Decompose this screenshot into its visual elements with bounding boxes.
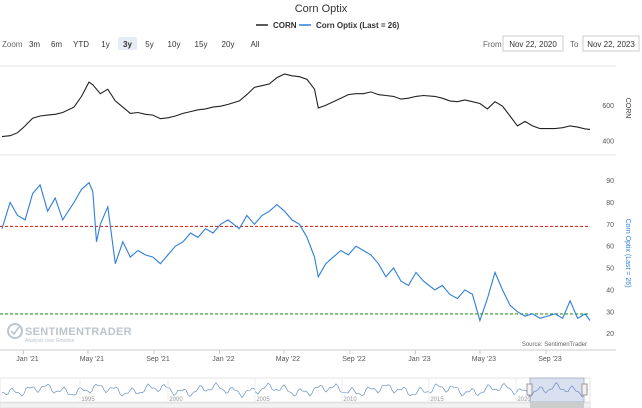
zoom-button-label: All — [251, 40, 260, 49]
legend: CORN Corn Optix (Last = 26) — [256, 21, 400, 30]
navigator-right-handle[interactable] — [581, 383, 588, 396]
zoom-button-label: 20y — [222, 40, 235, 49]
y-tick-label: 40 — [606, 287, 614, 294]
zoom-button-label: YTD — [73, 40, 89, 49]
navigator-year-label: 1995 — [81, 397, 95, 403]
navigator: 1995 2000 2005 2010 2015 2020 — [0, 377, 591, 403]
zoom-button-label: 3m — [29, 40, 40, 49]
y-tick-label: 400 — [602, 139, 614, 146]
zoom-buttons: 3m 6m YTD 1y 3y 5y 10y 15y 20y All — [25, 37, 267, 50]
y-tick-label: 20 — [606, 331, 614, 338]
y-tick-label: 600 — [602, 103, 614, 110]
zoom-button-3m[interactable]: 3m — [25, 37, 44, 50]
corn-series-line — [1, 73, 591, 138]
x-tick-label: May '23 — [472, 356, 496, 363]
zoom-button-label: 3y — [123, 40, 132, 49]
scrollbar-thumb[interactable] — [530, 403, 584, 408]
zoom-button-bg — [25, 37, 44, 50]
legend-label-optix: Corn Optix (Last = 26) — [316, 21, 400, 30]
to-date-input[interactable] — [582, 35, 640, 52]
y-tick-label: 30 — [606, 309, 614, 316]
zoom-button-bg — [47, 37, 66, 50]
scrollbar-track[interactable] — [0, 402, 591, 408]
navigator-year-label: 2010 — [343, 397, 357, 403]
source-credit: Source: SentimenTrader — [522, 342, 587, 348]
zoom-button-5y[interactable]: 5y — [140, 37, 159, 50]
chart-title: Corn Optix — [295, 3, 348, 15]
zoom-button-label: 10y — [168, 40, 181, 49]
zoom-button-bg — [162, 37, 186, 50]
zoom-button-label: 5y — [145, 40, 153, 49]
legend-item-optix[interactable]: Corn Optix (Last = 26) — [299, 21, 400, 30]
zoom-button-bg — [243, 37, 267, 50]
navigator-year-labels: 1995 2000 2005 2010 2015 2020 — [79, 378, 531, 403]
optix-y-axis: 20 30 40 50 60 70 80 90 — [606, 178, 614, 338]
navigator-year-label: 2020 — [517, 397, 531, 403]
navigator-left-handle[interactable] — [526, 383, 533, 396]
zoom-button-label: 15y — [195, 40, 208, 49]
legend-label-corn: CORN — [273, 21, 297, 30]
zoom-button-3y[interactable]: 3y — [118, 37, 137, 50]
navigator-series-line — [1, 382, 589, 398]
y-tick-label: 90 — [606, 178, 614, 185]
x-axis: Jan '21 May '21 Sep '21 Jan '22 May '22 Sep '… — [0, 349, 616, 363]
watermark-logo: SENTIMENTRADER Analysis over Emotion — [7, 323, 132, 344]
to-date-value: Nov 22, 2023 — [587, 40, 635, 49]
y-tick-label: 80 — [606, 200, 614, 207]
zoom-button-15y[interactable]: 15y — [189, 37, 213, 50]
watermark-tagline: Analysis over Emotion — [25, 338, 75, 344]
zoom-button-bg — [216, 37, 240, 50]
corn-axis-title: CORN — [624, 98, 631, 119]
x-tick-label: May '21 — [80, 356, 104, 363]
y-tick-label: 70 — [606, 222, 614, 229]
from-date-input[interactable] — [502, 35, 564, 52]
zoom-button-1y[interactable]: 1y — [96, 37, 115, 50]
zoom-button-ytd[interactable]: YTD — [69, 37, 93, 50]
zoom-button-10y[interactable]: 10y — [162, 37, 186, 50]
watermark-logo-mark — [10, 326, 20, 336]
y-tick-label: 50 — [606, 266, 614, 273]
zoom-label: Zoom — [2, 40, 23, 49]
zoom-button-bg — [118, 37, 137, 50]
zoom-button-all[interactable]: All — [243, 37, 267, 50]
zoom-button-bg — [96, 37, 115, 50]
navigator-frame — [0, 377, 591, 403]
x-axis-ticks: Jan '21 May '21 Sep '21 Jan '22 May '22 Sep '… — [16, 350, 562, 363]
legend-item-corn[interactable]: CORN — [256, 21, 297, 30]
watermark-name: SENTIMENTRADER — [25, 326, 132, 338]
zoom-button-bg — [189, 37, 213, 50]
x-tick-label: May '22 — [276, 356, 300, 363]
navigator-year-label: 2005 — [256, 397, 270, 403]
x-tick-label: Jan '21 — [16, 356, 38, 363]
x-tick-label: Sep '21 — [146, 356, 170, 363]
zoom-button-label: 6m — [51, 40, 62, 49]
x-tick-label: Sep '22 — [342, 356, 366, 363]
range-selector: Zoom 3m 6m YTD 1y 3y 5y 10y 15y 20y All From Nov … — [2, 35, 640, 52]
x-tick-label: Jan '22 — [212, 356, 234, 363]
corn-y-axis: 400 600 — [602, 103, 614, 146]
navigator-year-label: 2015 — [430, 397, 444, 403]
navigator-year-label: 2000 — [169, 397, 183, 403]
zoom-button-20y[interactable]: 20y — [216, 37, 240, 50]
navigator-selection[interactable] — [529, 377, 585, 403]
zoom-button-label: 1y — [101, 40, 109, 49]
x-tick-label: Sep '23 — [538, 356, 562, 363]
zoom-button-6m[interactable]: 6m — [47, 37, 66, 50]
watermark-logo-icon — [7, 323, 23, 339]
zoom-button-bg — [69, 37, 93, 50]
scrollbar — [0, 402, 591, 408]
from-date-value: Nov 22, 2020 — [509, 40, 557, 49]
y-tick-label: 60 — [606, 244, 614, 251]
optix-axis-title: Corn Optix (Last = 26) — [624, 218, 631, 287]
from-label: From — [483, 40, 502, 49]
to-label: To — [570, 40, 579, 49]
x-tick-label: Jan '23 — [408, 356, 430, 363]
corn-panel: 400 600 CORN — [0, 65, 631, 146]
optix-series-line — [1, 181, 591, 323]
zoom-button-bg — [140, 37, 159, 50]
